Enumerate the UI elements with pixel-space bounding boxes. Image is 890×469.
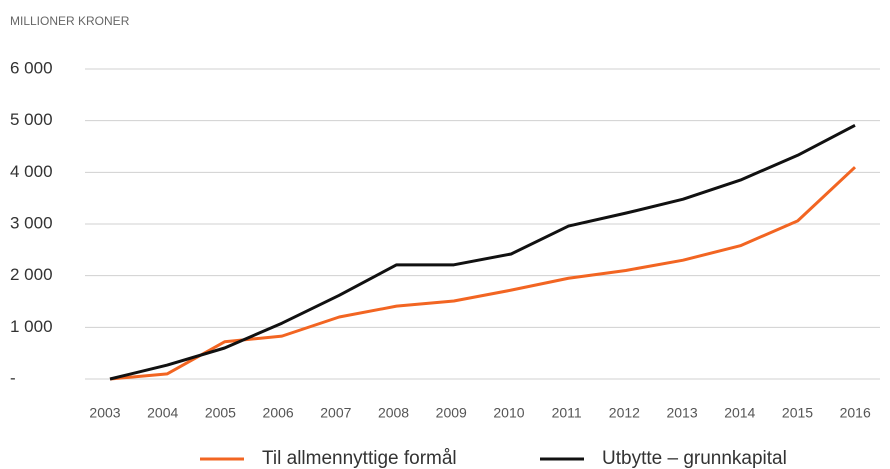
y-tick-label: 6 000	[10, 58, 53, 77]
y-tick-label: 3 000	[10, 213, 53, 232]
x-tick-label: 2008	[378, 405, 409, 421]
y-tick-label: 5 000	[10, 110, 53, 129]
x-tick-label: 2005	[205, 405, 236, 421]
x-tick-label: 2007	[320, 405, 351, 421]
chart-title: MILLIONER KRONER	[10, 14, 130, 28]
x-tick-label: 2010	[493, 405, 524, 421]
line	[109, 123, 856, 381]
y-tick-label: 2 000	[10, 265, 53, 284]
x-tick-label: 2004	[147, 405, 178, 421]
y-tick-label: 4 000	[10, 162, 53, 181]
x-tick-label: 2011	[552, 405, 582, 421]
y-tick-label: 1 000	[10, 317, 53, 336]
x-tick-label: 2009	[436, 405, 467, 421]
x-tick-label: 2015	[782, 405, 813, 421]
legend-label: Utbytte – grunnkapital	[602, 448, 787, 469]
x-tick-label: 2016	[840, 405, 871, 421]
line	[109, 166, 857, 381]
x-tick-label: 2006	[263, 405, 294, 421]
x-tick-label: 2012	[609, 405, 640, 421]
x-tick-label: 2013	[666, 405, 697, 421]
legend-label: Til allmennyttige formål	[262, 448, 457, 469]
y-tick-label: -	[10, 368, 16, 387]
x-tick-label: 2014	[724, 405, 755, 421]
x-tick-label: 2003	[89, 405, 120, 421]
